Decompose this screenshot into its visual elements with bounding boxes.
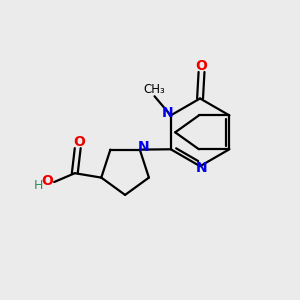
Text: N: N bbox=[137, 140, 149, 154]
Text: O: O bbox=[73, 135, 85, 149]
Text: O: O bbox=[41, 174, 53, 188]
Text: H: H bbox=[34, 179, 44, 192]
Text: CH₃: CH₃ bbox=[143, 83, 165, 96]
Text: N: N bbox=[196, 161, 207, 175]
Text: O: O bbox=[196, 59, 208, 73]
Text: N: N bbox=[161, 106, 173, 120]
